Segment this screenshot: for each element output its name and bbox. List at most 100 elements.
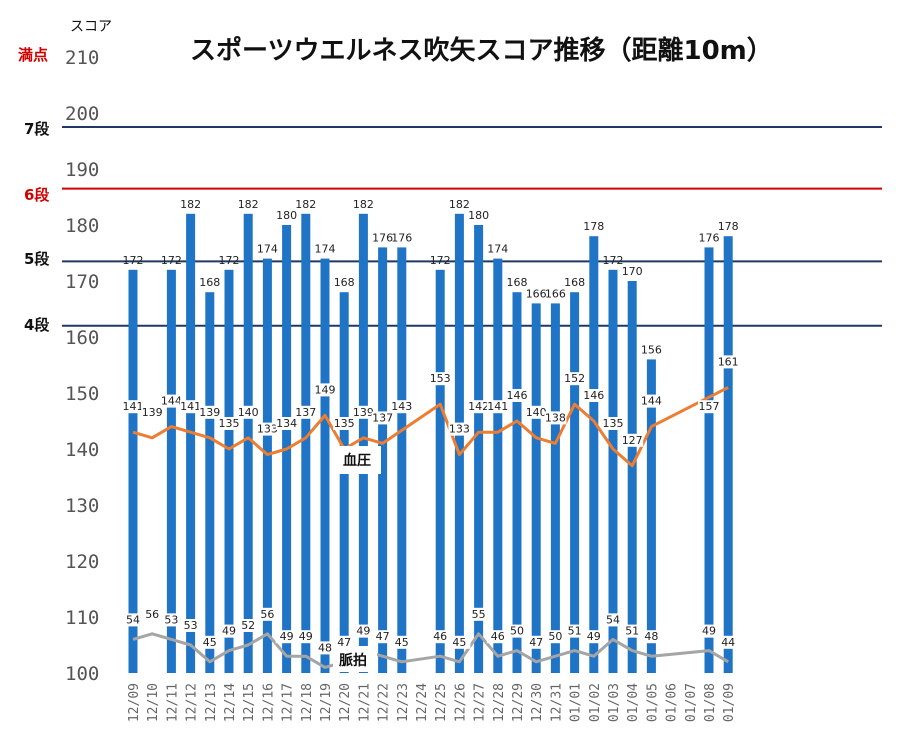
score-data-label: 178 (583, 220, 604, 233)
score-bar (205, 292, 215, 673)
y-tick-label: 130 (65, 495, 99, 517)
x-tick-label: 12/14 (223, 683, 238, 722)
x-tick-label: 12/15 (242, 683, 257, 722)
pulse-data-label: 51 (625, 625, 639, 638)
data-label-bg (563, 372, 586, 386)
bp-data-label: 138 (545, 411, 566, 424)
y-tick-label: 150 (65, 383, 99, 405)
x-tick-label: 01/03 (607, 683, 622, 722)
score-data-label: 180 (468, 209, 489, 222)
x-tick-label: 01/07 (684, 683, 699, 722)
data-label-bg (294, 405, 317, 419)
score-data-label: 172 (603, 254, 624, 267)
x-tick-label: 12/31 (549, 683, 564, 722)
annotation-bg (333, 646, 377, 672)
data-label-bg (141, 405, 164, 419)
bp-data-label: 161 (718, 355, 739, 368)
score-bar (320, 258, 330, 673)
pulse-data-label: 49 (702, 625, 716, 638)
score-bar (166, 269, 176, 673)
score-bar (435, 269, 445, 673)
bp-data-label: 153 (430, 372, 451, 385)
x-tick-label: 01/05 (645, 683, 660, 722)
pulse-data-label: 54 (606, 613, 620, 626)
x-tick-label: 12/26 (453, 683, 468, 722)
pulse-data-label: 46 (491, 630, 505, 643)
pulse-data-label: 50 (548, 630, 562, 643)
y-tick-label: 160 (65, 327, 99, 349)
pulse-data-label: 54 (126, 613, 140, 626)
x-tick-label: 12/23 (396, 683, 411, 722)
data-label-bg (698, 624, 720, 638)
data-label-bg (563, 624, 586, 638)
data-label-bg (371, 630, 394, 644)
score-data-label: 180 (276, 209, 297, 222)
data-label-bg (506, 624, 528, 638)
ref-label-6dan: 6段 (24, 186, 50, 204)
x-tick-label: 12/13 (204, 683, 219, 722)
bp-data-label: 134 (276, 417, 297, 430)
bp-data-label: 144 (161, 395, 182, 408)
data-label-bg (602, 417, 624, 430)
y-tick-label: 210 (65, 47, 99, 69)
data-label-bg (275, 417, 298, 430)
pulse-data-label: 47 (376, 630, 390, 643)
bp-data-label: 133 (257, 423, 278, 436)
ref-label-5dan: 5段 (24, 250, 50, 268)
data-label-bg (602, 613, 624, 627)
y-tick-label: 100 (65, 663, 99, 685)
score-data-label: 182 (180, 198, 201, 211)
chart-title: スポーツウエルネス吹矢スコア推移（距離10m） (190, 36, 773, 66)
y-axis-label: スコア (70, 19, 112, 35)
y-tick-label: 110 (65, 607, 99, 629)
x-tick-label: 12/22 (377, 683, 392, 722)
data-label-bg (237, 405, 260, 419)
data-label-bg (371, 411, 394, 425)
x-tick-label: 12/12 (185, 683, 200, 722)
pulse-data-label: 52 (241, 619, 255, 632)
x-tick-label: 01/08 (703, 683, 718, 722)
pulse-data-label: 45 (452, 636, 466, 649)
pulse-data-label: 56 (260, 608, 274, 621)
data-label-bg (525, 635, 548, 649)
annotation-bg (337, 446, 381, 474)
ref-label-full-score: 満点 (18, 46, 49, 64)
score-data-label: 174 (315, 243, 336, 256)
bp-data-label: 139 (142, 406, 163, 419)
score-bar (301, 213, 311, 674)
data-label-bg (544, 630, 567, 644)
data-label-bg (218, 417, 240, 430)
score-bar (646, 359, 656, 673)
score-bar (339, 292, 349, 673)
score-data-label: 172 (219, 254, 240, 267)
score-data-label: 166 (526, 287, 547, 300)
pulse-data-label: 44 (721, 636, 735, 649)
x-tick-label: 12/28 (492, 683, 507, 722)
score-bar (608, 269, 618, 673)
y-tick-label: 190 (65, 159, 99, 181)
bp-data-label: 157 (699, 400, 720, 413)
data-label-bg (179, 400, 202, 414)
annotation-blood-pressure: 血圧 (343, 452, 371, 469)
pulse-data-label: 49 (299, 630, 313, 643)
score-bar (493, 258, 503, 673)
pulse-data-label: 49 (356, 625, 370, 638)
score-bar (378, 247, 388, 673)
pulse-line (132, 632, 729, 669)
x-tick-label: 01/01 (569, 683, 584, 722)
x-tick-label: 12/30 (530, 683, 545, 722)
data-label-bg (717, 355, 740, 369)
bp-data-label: 140 (526, 406, 547, 419)
data-label-bg (429, 630, 452, 644)
score-bar (128, 269, 138, 673)
data-label-bg (621, 624, 644, 638)
data-label-bg (717, 635, 740, 649)
score-bar (186, 213, 196, 674)
data-label-bg (314, 383, 336, 397)
pulse-data-label: 45 (395, 636, 409, 649)
score-data-label: 168 (199, 276, 220, 289)
pulse-data-label: 47 (529, 636, 543, 649)
bp-data-label: 139 (353, 406, 374, 419)
score-data-label: 172 (430, 254, 451, 267)
